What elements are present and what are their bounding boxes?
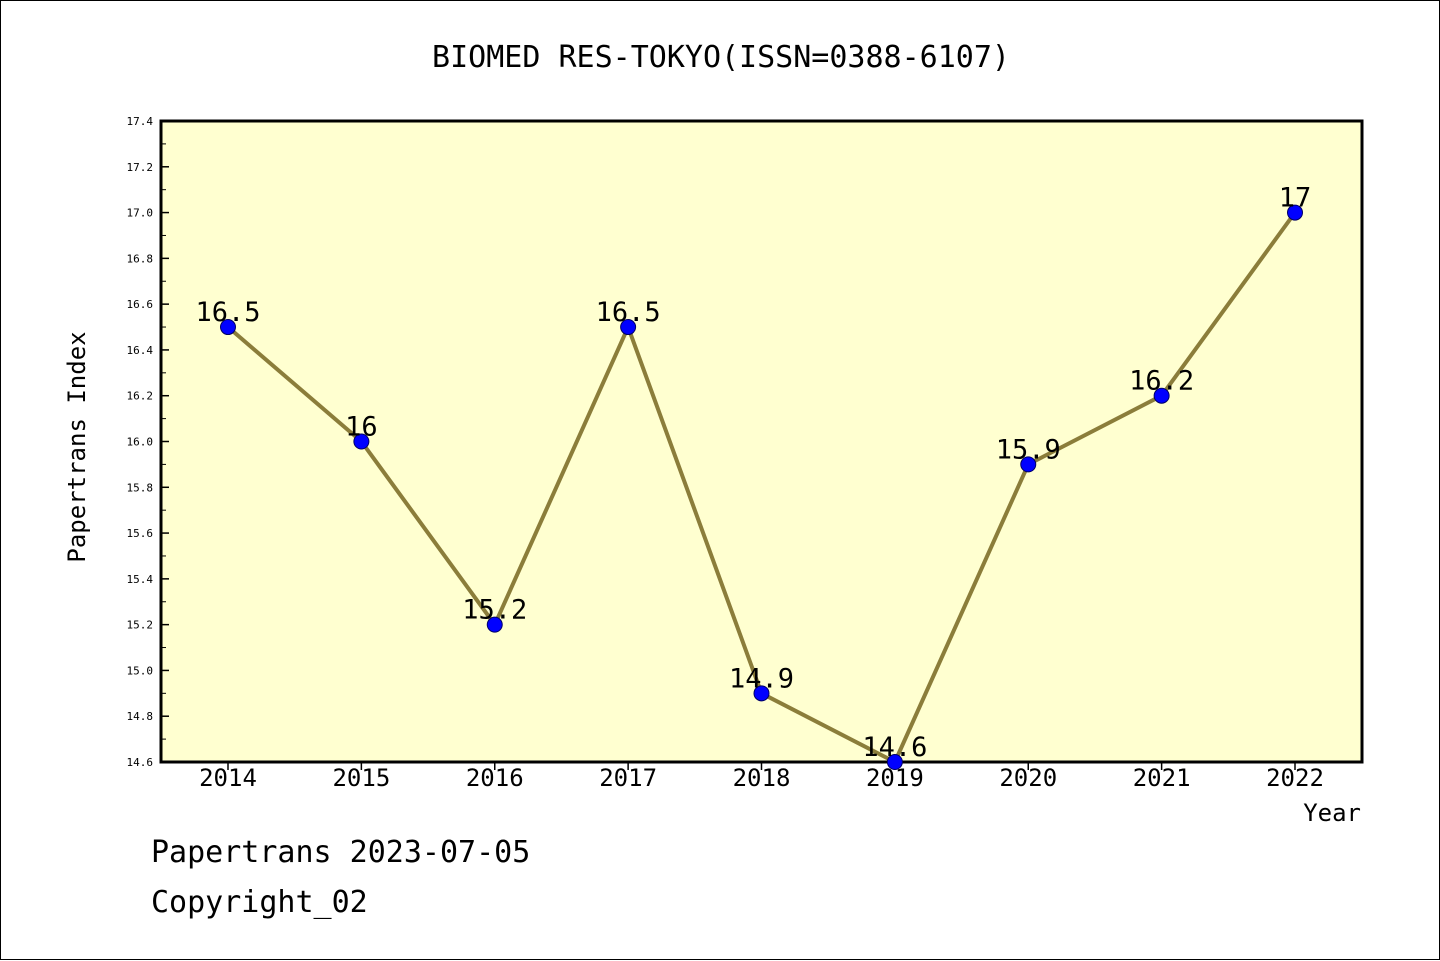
footer-copyright-text: Copyright_02 (151, 885, 368, 920)
data-label: 16.2 (1129, 366, 1194, 397)
x-tick-label: 2022 (1266, 764, 1324, 792)
y-tick-label: 14.8 (127, 710, 154, 723)
y-axis: 14.6 14.8 15.0 15.2 15.4 15.6 15.8 16.0 16.2 16.4… (127, 115, 169, 769)
x-tick-label: 2018 (733, 764, 791, 792)
data-label: 16.5 (195, 297, 260, 328)
data-point (886, 754, 903, 770)
data-label: 16 (345, 412, 378, 443)
y-tick-label: 15.6 (127, 527, 154, 540)
x-tick-label: 2015 (332, 764, 390, 792)
y-tick-label: 16.4 (127, 344, 154, 357)
y-tick-label: 15.4 (127, 573, 154, 586)
data-point (1287, 204, 1303, 221)
data-point (1020, 456, 1037, 473)
data-label: 14.9 (729, 663, 794, 694)
y-tick-label: 17.2 (127, 161, 154, 174)
data-label: 15.2 (462, 595, 527, 626)
data-label: 15.9 (996, 434, 1061, 465)
y-tick-label: 16.8 (127, 252, 154, 265)
x-tick-label: 2021 (1133, 764, 1191, 792)
data-label-layer: 16.5 16 15.2 16.5 14.9 14.6 15.9 16.2 17 (195, 183, 1311, 763)
y-tick-label: 16.0 (127, 436, 154, 449)
data-point (486, 616, 503, 633)
data-point (620, 319, 637, 336)
data-point (220, 319, 236, 336)
marker-layer (220, 204, 1303, 770)
data-label: 16.5 (596, 297, 661, 328)
x-tick-label: 2020 (999, 764, 1057, 792)
y-tick-label: 17.0 (127, 207, 154, 220)
y-tick-label: 14.6 (127, 756, 154, 769)
y-tick-label: 15.2 (127, 619, 154, 632)
y-tick-label: 16.6 (127, 298, 154, 311)
chart-title: BIOMED RES-TOKYO(ISSN=0388-6107) (432, 40, 1010, 75)
x-tick-label: 2017 (599, 764, 657, 792)
footer-date-text: Papertrans 2023-07-05 (151, 835, 531, 870)
y-tick-label: 15.0 (127, 664, 154, 677)
y-tick-label: 17.4 (127, 115, 154, 128)
data-point (353, 433, 370, 450)
y-tick-label: 15.8 (127, 481, 154, 494)
x-tick-label: 2016 (466, 764, 524, 792)
data-point (1153, 387, 1170, 404)
x-axis: 2014 2015 2016 2017 2018 2019 2020 2021 2022 (199, 762, 1324, 792)
y-tick-label: 16.2 (127, 390, 154, 403)
data-label: 14.6 (862, 732, 927, 763)
y-axis-label: Papertrans Index (63, 331, 91, 562)
data-label: 17 (1279, 183, 1312, 214)
x-tick-label: 2014 (199, 764, 257, 792)
data-point (753, 685, 770, 702)
x-axis-label: Year (1303, 799, 1361, 827)
